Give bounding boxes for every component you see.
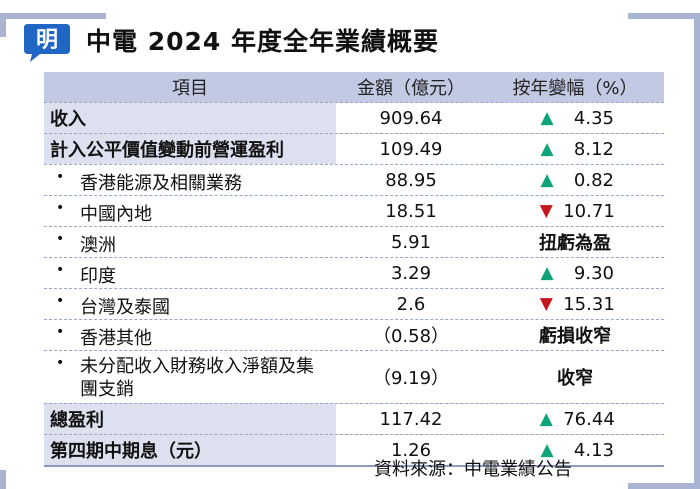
frame-bottom-right <box>628 483 700 489</box>
table-row: 總盈利 117.42 ▲ 76.44 <box>44 403 664 434</box>
row-amount: 3.29 <box>336 258 486 288</box>
frame-top-left <box>0 13 106 19</box>
row-label-text: 印度 <box>80 266 116 287</box>
table-row: • 未分配收入財務收入淨額及集團支銷 （9.19） 收窄 <box>44 350 664 403</box>
row-change: ▼ 10.71 <box>486 196 664 226</box>
row-amount: （9.19） <box>336 351 486 403</box>
row-change: 扭虧為盈 <box>486 227 664 257</box>
change-text: 虧損收窄 <box>539 326 611 347</box>
page-title: 中電 2024 年度全年業績概要 <box>86 27 439 56</box>
row-change: ▲ 4.13 <box>486 435 664 465</box>
row-label: 第四期中期息（元） <box>44 435 336 465</box>
row-amount: 2.6 <box>336 289 486 319</box>
row-label-text: 第四期中期息（元） <box>50 441 212 462</box>
row-amount: （0.58） <box>336 320 486 350</box>
change-text: 扭虧為盈 <box>539 233 611 254</box>
triangle-down-icon: ▼ <box>539 201 553 221</box>
table-header: 項目 金額（億元） 按年變幅（%） <box>44 72 664 102</box>
row-change: ▲ 9.30 <box>486 258 664 288</box>
table-row: • 澳洲 5.91 扭虧為盈 <box>44 226 664 257</box>
change-value: 76.44 <box>563 408 615 430</box>
bullet-icon: • <box>56 200 65 216</box>
bullet-icon: • <box>56 169 65 185</box>
row-amount: 1.26 <box>336 435 486 465</box>
row-label: • 台灣及泰國 <box>44 289 336 319</box>
row-label-text: 香港能源及相關業務 <box>80 173 242 194</box>
frame-right <box>694 13 700 489</box>
triangle-up-icon: ▲ <box>540 440 554 460</box>
row-change: ▲ 4.35 <box>486 103 664 133</box>
row-label: • 澳洲 <box>44 227 336 257</box>
change-value: 15.31 <box>563 293 615 315</box>
triangle-up-icon: ▲ <box>540 108 554 128</box>
table-row: 第四期中期息（元） 1.26 ▲ 4.13 <box>44 434 664 465</box>
frame-left-top <box>0 13 6 37</box>
row-label: • 香港能源及相關業務 <box>44 165 336 195</box>
row-label: 收入 <box>44 103 336 133</box>
bullet-icon: • <box>56 355 65 371</box>
change-value: 4.35 <box>573 107 614 129</box>
row-label-text: 收入 <box>50 109 86 130</box>
bullet-icon: • <box>56 231 65 247</box>
row-label-text: 台灣及泰國 <box>80 297 170 318</box>
header-change: 按年變幅（%） <box>512 78 638 99</box>
row-label: • 香港其他 <box>44 320 336 350</box>
change-text: 收窄 <box>557 368 593 389</box>
row-label-text: 澳洲 <box>80 235 116 256</box>
table-row: • 台灣及泰國 2.6 ▼ 15.31 <box>44 288 664 319</box>
source-note: 資料來源：中電業績公告 <box>374 459 572 480</box>
row-amount: 88.95 <box>336 165 486 195</box>
row-label: • 未分配收入財務收入淨額及集團支銷 <box>44 351 336 403</box>
change-value: 9.30 <box>573 262 614 284</box>
frame-top-right <box>628 13 700 19</box>
row-amount: 109.49 <box>336 134 486 164</box>
triangle-up-icon: ▲ <box>540 170 554 190</box>
triangle-up-icon: ▲ <box>540 263 554 283</box>
table-row: 收入 909.64 ▲ 4.35 <box>44 102 664 133</box>
logo-glyph: 明 <box>36 28 58 53</box>
row-amount: 18.51 <box>336 196 486 226</box>
row-change: ▲ 0.82 <box>486 165 664 195</box>
bullet-icon: • <box>56 262 65 278</box>
row-label: • 印度 <box>44 258 336 288</box>
triangle-up-icon: ▲ <box>539 409 553 429</box>
frame-bottom-left <box>0 470 6 489</box>
table-row: 計入公平價值變動前營運盈利 109.49 ▲ 8.12 <box>44 133 664 164</box>
table-row: • 香港能源及相關業務 88.95 ▲ 0.82 <box>44 164 664 195</box>
triangle-down-icon: ▼ <box>539 294 553 314</box>
change-value: 10.71 <box>563 200 615 222</box>
results-table: 項目 金額（億元） 按年變幅（%） 收入 909.64 ▲ 4.35 計入公平價值變動前… <box>44 72 664 467</box>
change-value: 8.12 <box>573 138 614 160</box>
table-body: 收入 909.64 ▲ 4.35 計入公平價值變動前營運盈利 109.49 ▲ 8.12 • 香港… <box>44 102 664 465</box>
row-label-text: 香港其他 <box>80 328 152 349</box>
row-label-text: 總盈利 <box>50 410 104 431</box>
table-row: • 香港其他 （0.58） 虧損收窄 <box>44 319 664 350</box>
header-amount: 金額（億元） <box>357 78 465 99</box>
ming-pao-logo: 明 <box>24 24 70 62</box>
row-change: 收窄 <box>486 351 664 403</box>
row-change: ▲ 76.44 <box>486 404 664 434</box>
row-label-text: 計入公平價值變動前營運盈利 <box>50 140 284 161</box>
row-label: 總盈利 <box>44 404 336 434</box>
change-value: 4.13 <box>573 439 614 461</box>
row-change: ▼ 15.31 <box>486 289 664 319</box>
header-item: 項目 <box>172 78 208 99</box>
bullet-icon: • <box>56 324 65 340</box>
triangle-up-icon: ▲ <box>540 139 554 159</box>
row-label-text: 中國內地 <box>80 204 152 225</box>
row-label: • 中國內地 <box>44 196 336 226</box>
change-value: 0.82 <box>573 169 614 191</box>
bullet-icon: • <box>56 293 65 309</box>
row-amount: 5.91 <box>336 227 486 257</box>
row-amount: 909.64 <box>336 103 486 133</box>
table-row: • 印度 3.29 ▲ 9.30 <box>44 257 664 288</box>
row-amount: 117.42 <box>336 404 486 434</box>
row-change: ▲ 8.12 <box>486 134 664 164</box>
table-bottom-rule <box>44 465 664 467</box>
row-change: 虧損收窄 <box>486 320 664 350</box>
row-label: 計入公平價值變動前營運盈利 <box>44 134 336 164</box>
row-label-text: 未分配收入財務收入淨額及集團支銷 <box>80 356 314 400</box>
table-row: • 中國內地 18.51 ▼ 10.71 <box>44 195 664 226</box>
